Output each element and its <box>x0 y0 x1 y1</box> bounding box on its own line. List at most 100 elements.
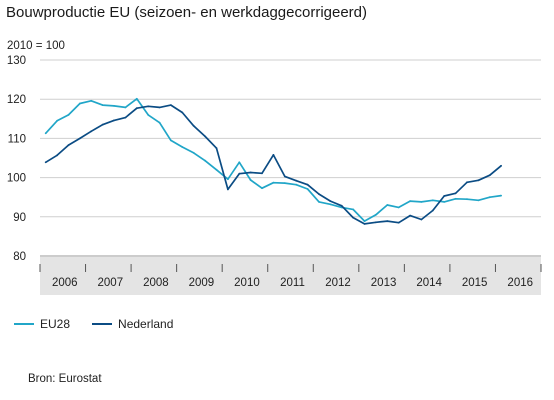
data-point-eu28-37 <box>466 198 468 201</box>
data-point-nederland-19 <box>261 172 263 175</box>
data-point-eu28-36 <box>454 197 457 200</box>
data-point-eu28-38 <box>477 199 480 202</box>
legend-label-nederland: Nederland <box>118 317 174 331</box>
data-point-nederland-6 <box>113 119 115 122</box>
data-point-eu28-11 <box>170 139 172 142</box>
legend: EU28 Nederland <box>14 317 195 331</box>
data-point-nederland-8 <box>135 107 138 110</box>
index-note: 2010 = 100 <box>7 40 65 52</box>
data-point-nederland-36 <box>454 192 457 195</box>
data-point-nederland-14 <box>204 135 207 138</box>
data-point-eu28-30 <box>386 204 389 206</box>
legend-swatch-nederland <box>92 323 113 325</box>
data-point-nederland-0 <box>44 161 47 164</box>
data-point-eu28-32 <box>409 200 411 203</box>
data-point-eu28-15 <box>215 168 218 171</box>
data-point-eu28-34 <box>431 199 434 202</box>
x-tick-label-2011: 2011 <box>280 277 305 289</box>
data-point-eu28-35 <box>443 201 446 203</box>
data-point-eu28-40 <box>500 194 502 197</box>
data-point-nederland-17 <box>238 172 241 175</box>
x-tick-label-2006: 2006 <box>52 277 78 289</box>
data-point-eu28-9 <box>147 114 150 116</box>
data-point-nederland-1 <box>56 154 58 157</box>
x-tick-label-2014: 2014 <box>416 277 442 289</box>
line-chart: 80 90 100 110 120 130 2006 2007 2008 2009 2010 201… <box>7 55 542 295</box>
data-point-nederland-35 <box>443 195 446 197</box>
data-point-nederland-4 <box>90 130 93 133</box>
data-point-nederland-18 <box>249 171 252 174</box>
y-tick-label-110: 110 <box>8 133 26 145</box>
data-point-eu28-22 <box>295 183 298 186</box>
x-tick-label-2015: 2015 <box>462 277 488 289</box>
data-point-nederland-20 <box>272 154 275 156</box>
data-point-nederland-3 <box>79 137 81 140</box>
data-point-nederland-37 <box>466 181 468 184</box>
data-point-eu28-12 <box>181 146 184 148</box>
y-tick-label-90: 90 <box>13 212 26 224</box>
data-point-eu28-0 <box>44 132 47 135</box>
x-tick-label-2009: 2009 <box>189 277 215 289</box>
data-point-nederland-5 <box>101 123 104 126</box>
x-axis-band <box>40 257 541 295</box>
y-tick-label-80: 80 <box>13 251 26 263</box>
data-point-eu28-24 <box>318 201 320 203</box>
data-point-eu28-14 <box>204 159 207 162</box>
data-point-nederland-33 <box>420 218 423 221</box>
data-point-eu28-20 <box>272 181 275 184</box>
data-point-nederland-40 <box>500 164 502 167</box>
chart-title: Bouwproductie EU (seizoen- en werkdaggec… <box>6 4 368 21</box>
data-point-nederland-30 <box>386 220 389 223</box>
data-point-eu28-23 <box>306 188 309 190</box>
data-point-nederland-31 <box>397 221 400 224</box>
data-point-nederland-23 <box>306 183 309 186</box>
data-point-eu28-7 <box>124 106 127 109</box>
data-point-eu28-10 <box>158 121 161 124</box>
data-point-nederland-10 <box>158 106 161 109</box>
series-line-nederland <box>45 104 502 225</box>
legend-item-eu28: EU28 <box>14 317 70 331</box>
y-tick-label-120: 120 <box>7 94 26 106</box>
data-point-nederland-28 <box>363 223 366 225</box>
data-point-eu28-17 <box>238 161 241 164</box>
x-tick-label-2010: 2010 <box>234 277 260 289</box>
data-point-nederland-38 <box>477 179 480 182</box>
data-point-nederland-9 <box>147 105 150 108</box>
data-point-nederland-22 <box>295 179 298 182</box>
data-point-eu28-2 <box>67 114 70 116</box>
data-point-nederland-21 <box>283 175 286 178</box>
data-point-eu28-25 <box>329 203 332 206</box>
x-tick-label-2008: 2008 <box>143 277 169 289</box>
data-point-eu28-5 <box>101 104 104 106</box>
data-point-nederland-2 <box>67 144 70 147</box>
data-point-eu28-4 <box>90 99 93 102</box>
x-tick-label-2012: 2012 <box>325 277 351 289</box>
data-point-nederland-7 <box>124 116 127 119</box>
data-point-eu28-18 <box>249 179 252 181</box>
data-point-nederland-16 <box>227 188 229 191</box>
series-line-eu28 <box>45 97 502 222</box>
x-tick-label-2007: 2007 <box>98 277 124 289</box>
data-point-nederland-11 <box>170 104 172 106</box>
data-point-eu28-16 <box>227 178 229 181</box>
data-point-nederland-24 <box>318 193 320 196</box>
data-point-eu28-21 <box>283 182 286 185</box>
data-point-nederland-26 <box>340 204 343 207</box>
data-point-eu28-13 <box>192 152 195 154</box>
data-point-eu28-31 <box>397 206 400 209</box>
data-point-nederland-39 <box>488 174 491 177</box>
data-point-eu28-28 <box>363 220 366 223</box>
x-tick-label-2016: 2016 <box>507 277 533 289</box>
source-note: Bron: Eurostat <box>28 373 102 385</box>
data-point-eu28-39 <box>488 196 491 199</box>
data-point-nederland-29 <box>375 221 377 224</box>
data-point-eu28-3 <box>79 102 81 105</box>
data-point-nederland-32 <box>409 214 411 217</box>
legend-item-nederland: Nederland <box>92 317 173 331</box>
y-tick-label-100: 100 <box>7 173 26 185</box>
data-point-nederland-34 <box>431 209 434 212</box>
x-tick-label-2013: 2013 <box>371 277 397 289</box>
data-point-nederland-25 <box>329 200 332 203</box>
data-point-nederland-15 <box>215 147 218 150</box>
data-point-nederland-13 <box>192 125 195 127</box>
